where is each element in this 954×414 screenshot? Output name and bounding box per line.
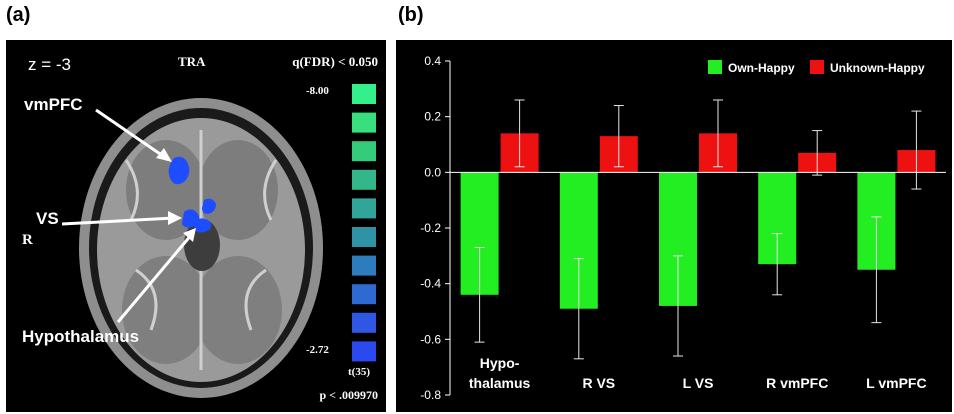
panel-b-label: (b) — [398, 4, 424, 26]
color-scale-swatch — [352, 284, 376, 305]
vmpfc-arrowhead — [156, 148, 172, 162]
x-category-label: Hypo-thalamus — [469, 355, 531, 391]
color-scale-swatch — [352, 227, 376, 247]
vs-activation-right — [202, 198, 216, 214]
color-scale-swatch — [352, 255, 376, 276]
hypothalamus-label: Hypothalamus — [22, 327, 139, 346]
color-scale-swatch — [352, 198, 376, 219]
brain-sulci — [124, 130, 278, 370]
panel-a-label: (a) — [6, 4, 31, 26]
y-ticks: 0.4 0.2 0.0 -0.2 -0.4 -0.6 -0.8 — [420, 54, 450, 402]
brain-slice-panel: z = -3 TRA q(FDR) < 0.050 R vmPFC VS Hyp… — [6, 40, 386, 412]
x-labels: Hypo-thalamus R VS L VS R vmPFC L vmPFC — [469, 355, 927, 391]
vs-activation-left — [182, 209, 200, 228]
x-category-label: R VS — [582, 375, 615, 391]
scale-max-label: -8.00 — [306, 85, 329, 97]
hypothalamus-arrowhead — [183, 228, 196, 242]
side-label: R — [22, 232, 33, 248]
p-value-label: p < .009970 — [319, 388, 378, 402]
y-tick-label: 0.4 — [424, 54, 441, 68]
slice-label: z = -3 — [28, 55, 71, 74]
view-label: TRA — [178, 54, 206, 69]
vs-label: VS — [36, 209, 59, 228]
hypothalamus-arrow — [116, 233, 194, 323]
color-scale-swatch — [352, 141, 376, 162]
vs-arrowhead — [168, 211, 182, 225]
vmpfc-activation — [168, 156, 190, 185]
vmpfc-label: vmPFC — [24, 95, 83, 114]
legend: Own-Happy Unknown-Happy — [708, 60, 925, 75]
y-tick-label: -0.2 — [420, 221, 441, 235]
gray-matter-right-posterior — [194, 256, 282, 364]
gray-matter-left-posterior — [122, 256, 210, 364]
color-scale-swatch — [352, 341, 376, 362]
x-category-label: R vmPFC — [766, 375, 828, 391]
legend-label: Unknown-Happy — [830, 61, 925, 75]
y-tick-label: -0.4 — [420, 277, 441, 291]
x-category-label: L vmPFC — [866, 375, 926, 391]
color-scale-swatch — [352, 84, 376, 104]
color-scale-swatch — [352, 112, 376, 133]
scale-min-label: -2.72 — [306, 344, 329, 356]
stat-label: t(35) — [348, 366, 370, 378]
hypothalamus-activation — [194, 218, 212, 233]
y-tick-label: -0.6 — [420, 332, 441, 346]
color-scale-swatch — [352, 169, 376, 190]
bar-chart: 0.4 0.2 0.0 -0.2 -0.4 -0.6 -0.8 Hypo-thalamus R… — [396, 40, 952, 412]
error-bars — [474, 99, 922, 360]
color-scale — [352, 84, 376, 362]
vs-arrow — [61, 216, 175, 226]
legend-swatch — [708, 60, 722, 74]
legend-label: Own-Happy — [728, 61, 795, 75]
gray-matter-right-frontal — [198, 140, 278, 240]
y-tick-label: 0.0 — [424, 165, 441, 179]
y-tick-label: 0.2 — [424, 110, 441, 124]
legend-swatch — [810, 60, 824, 74]
color-scale-swatch — [352, 312, 376, 333]
x-category-label: L VS — [683, 375, 714, 391]
threshold-label: q(FDR) < 0.050 — [292, 54, 378, 69]
y-tick-label: -0.8 — [420, 388, 441, 402]
vmpfc-arrow — [95, 108, 167, 160]
